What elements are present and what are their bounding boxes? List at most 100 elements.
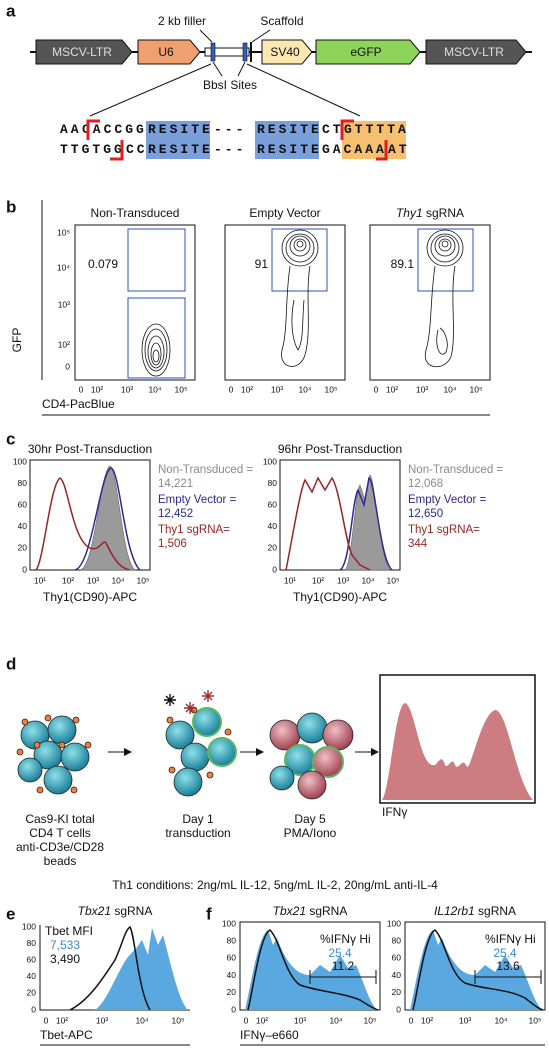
step-text: PMA/Iono (284, 826, 337, 840)
y-tick-label: 60 (18, 499, 28, 509)
y-tick-label: 0 (65, 361, 70, 371)
filler (204, 47, 250, 57)
y-tick-label: 10⁵ (57, 227, 70, 237)
x-tick-label: 10⁴ (111, 575, 124, 585)
gate-value: 0.079 (88, 257, 118, 271)
y-tick-label: 40 (27, 971, 37, 981)
x-tick-label: 10⁵ (387, 575, 400, 585)
x-tick-label: 10⁴ (135, 1015, 148, 1025)
x-tick-label: 10² (91, 384, 103, 394)
gate-bracket (309, 970, 377, 984)
plot-frame (74, 224, 196, 381)
step-text: anti-CD3e/CD28 (16, 840, 104, 854)
element-label: MSCV-LTR (444, 45, 504, 59)
x-label: CD4-PacBlue (42, 397, 115, 411)
scaffold-label: Scaffold (260, 14, 303, 28)
y-tick-label: 40 (227, 970, 237, 980)
element-label: SV40 (270, 45, 300, 59)
y-tick-label: 20 (18, 543, 28, 553)
gate (417, 228, 474, 292)
y-tick-label: 0 (231, 1004, 236, 1014)
x-tick-label: 10⁵ (137, 575, 150, 585)
legend-value: 1,506 (158, 538, 187, 550)
step-text: beads (44, 854, 77, 868)
bbsi-site (210, 42, 216, 62)
legend-value: 7,533 (50, 938, 80, 952)
x-tick-label: 10³ (459, 1015, 471, 1025)
panel-label: b (6, 197, 16, 216)
gate (271, 228, 328, 292)
histogram (245, 930, 378, 1010)
panel-label: e (6, 904, 15, 923)
y-tick-label: 100 (13, 456, 27, 466)
x-tick-label: 10⁵ (364, 1015, 377, 1025)
x-tick-label: 10⁵ (325, 384, 338, 394)
plot-title: Empty Vector (249, 206, 320, 220)
step-text: transduction (165, 826, 230, 840)
gate-value: 11.2 (332, 959, 355, 973)
x-tick-label: 0 (244, 1015, 249, 1025)
x-tick-label: 10² (386, 384, 398, 394)
bbsi-site (242, 42, 248, 62)
x-label: IFNγ–e660 (240, 1028, 299, 1042)
plot-title: IL12rb1 sgRNA (434, 904, 516, 918)
zoom-line (246, 63, 361, 117)
y-tick-label: 0 (396, 1004, 401, 1014)
y-tick-label: 80 (27, 938, 37, 948)
y-tick-label: 100 (387, 918, 401, 928)
x-label: Tbet-APC (40, 1028, 93, 1042)
x-tick-label: 10⁵ (175, 384, 188, 394)
pointer (237, 61, 246, 77)
y-tick-label: 20 (27, 988, 37, 998)
y-tick-label: 80 (392, 935, 402, 945)
histogram (95, 928, 188, 1010)
element-box (261, 39, 313, 65)
element-box (425, 39, 527, 65)
cell-cluster (269, 712, 354, 800)
histogram (35, 477, 131, 571)
legend-name: Empty Vector = (408, 494, 487, 506)
legend-name: Non-Transduced = (158, 464, 253, 476)
plot-title: Tbx21 sgRNA (273, 904, 348, 918)
histogram-frame (379, 674, 536, 804)
histogram (247, 929, 379, 1011)
cell-cluster (164, 690, 237, 797)
y-tick-label: 80 (227, 935, 237, 945)
step-text: Day 1 (182, 812, 214, 826)
plot-frame (369, 224, 491, 381)
pointer (199, 29, 213, 43)
gate (127, 228, 186, 292)
sequence-bottom: TTGTGGCCRESITE--- RESITEGACAAAAT (60, 142, 410, 157)
y-tick-label: 0 (272, 564, 277, 574)
legend-name: Thy1 sgRNA= (158, 524, 230, 536)
y-tick-label: 60 (392, 953, 402, 963)
plot-curves (245, 929, 544, 1011)
y-tick-label: 80 (268, 478, 278, 488)
legend-name: Non-Transduced = (408, 464, 503, 476)
x-tick-label: 10³ (87, 575, 99, 585)
y-tick-label: 20 (268, 543, 278, 553)
overhang-box (342, 121, 406, 159)
legend-name: Thy1 sgRNA= (408, 524, 480, 536)
x-tick-label: 10³ (337, 575, 349, 585)
x-tick-label: 10³ (271, 384, 283, 394)
x-tick-label: 10⁴ (329, 1015, 342, 1025)
conditions: Th1 conditions: 2ng/mL IL-12, 5ng/mL IL-… (112, 878, 438, 892)
gate-value: 13.6 (496, 959, 520, 973)
plot-title: Non-Transduced (91, 206, 180, 220)
element-box (315, 39, 421, 65)
x-tick-label: 10² (421, 1015, 433, 1025)
y-tick-label: 20 (392, 987, 402, 997)
x-tick-label: 10² (56, 1015, 68, 1025)
y-tick-label: 40 (268, 521, 278, 531)
x-tick-label: 10⁵ (529, 1015, 542, 1025)
x-tick-label: 10¹ (284, 575, 296, 585)
x-tick-label: 10³ (121, 384, 133, 394)
y-tick-label: 0 (22, 564, 27, 574)
sequence-top: AACACCGGRESITE--- RESITECTGTTTTA (60, 122, 409, 137)
x-tick-label: 10² (62, 575, 74, 585)
resite-box (146, 121, 210, 159)
panel-label: f (206, 904, 212, 923)
y-tick-label: 100 (22, 921, 36, 931)
